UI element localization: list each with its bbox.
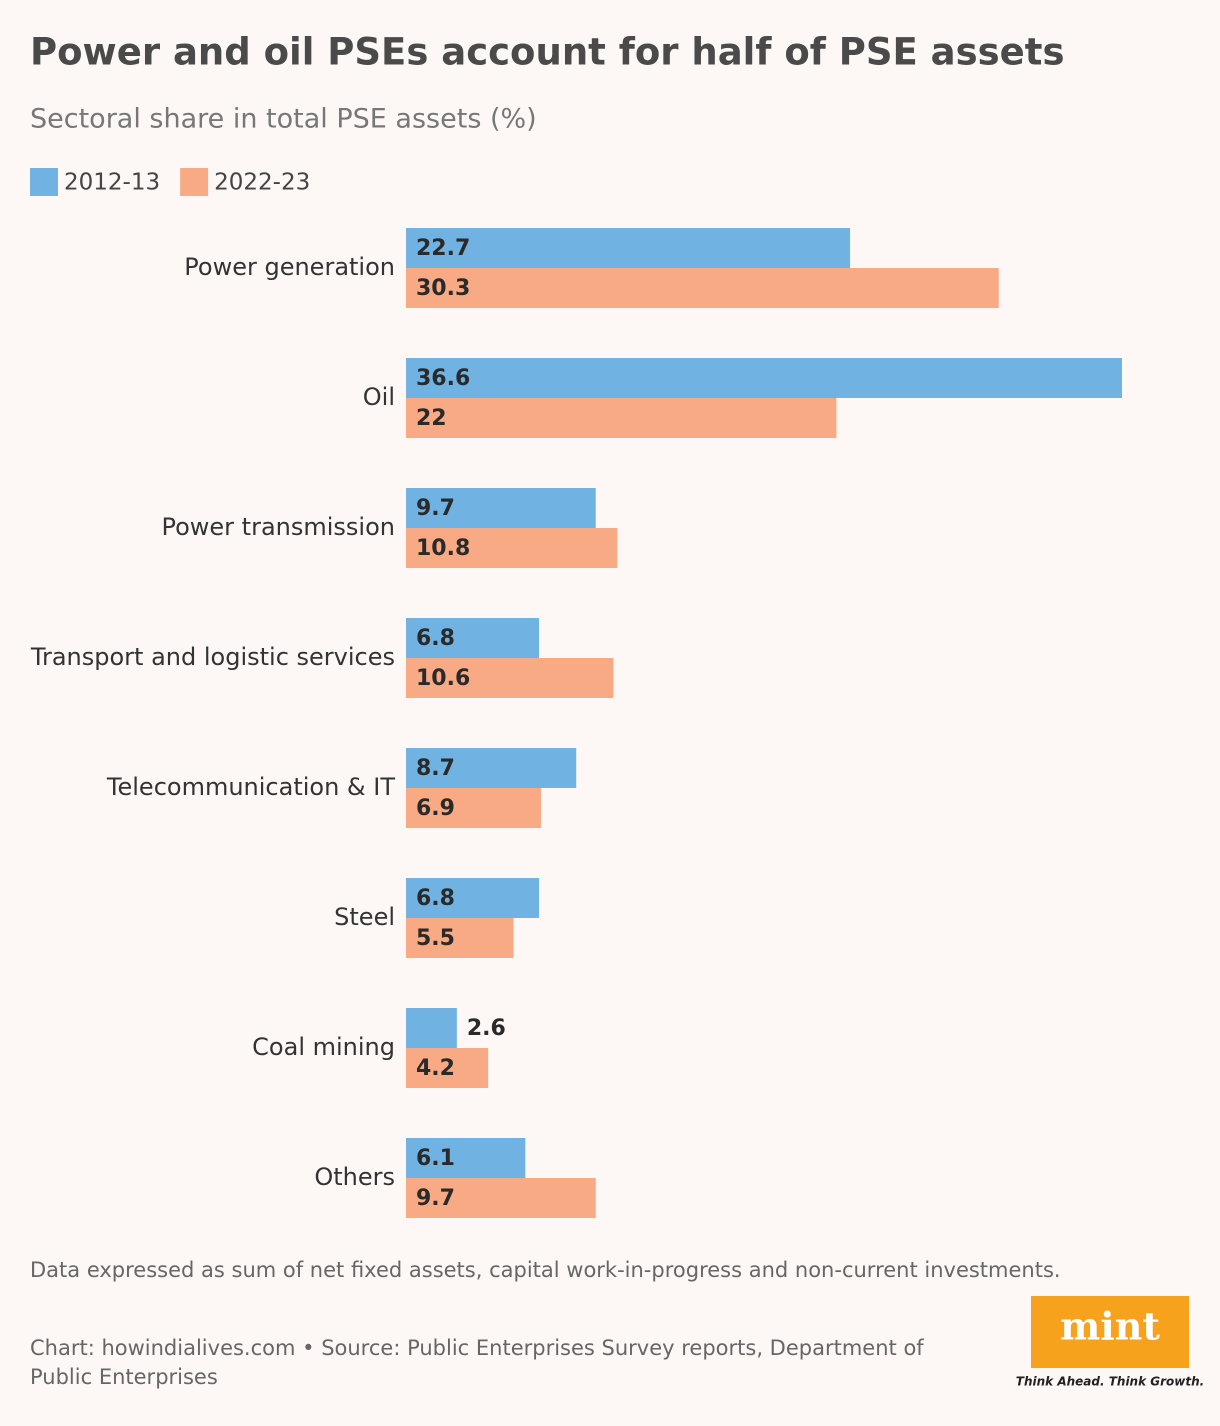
value-label: 6.8 xyxy=(416,886,455,911)
legend-label: 2012-13 xyxy=(64,170,160,196)
bar xyxy=(406,268,999,308)
logo-box xyxy=(1031,1296,1189,1368)
source: Chart: howindialives.com • Source: Publi… xyxy=(30,1336,924,1389)
logo-tagline: Think Ahead. Think Growth. xyxy=(1016,1375,1204,1389)
bar xyxy=(406,918,514,958)
bar xyxy=(406,748,577,788)
value-label: 10.8 xyxy=(416,536,470,561)
category-label: Transport and logistic services xyxy=(30,643,395,671)
note: Data expressed as sum of net fixed asset… xyxy=(30,1258,1061,1282)
chart-title: Power and oil PSEs account for half of P… xyxy=(30,31,1064,74)
bar xyxy=(406,618,540,658)
value-label: 5.5 xyxy=(416,926,455,951)
bar xyxy=(406,1008,457,1048)
legend-swatch xyxy=(30,168,58,196)
bar xyxy=(406,1178,596,1218)
category-label: Telecommunication & IT xyxy=(106,773,395,801)
value-label: 36.6 xyxy=(416,366,470,391)
category-label: Power generation xyxy=(184,253,395,281)
category-label: Power transmission xyxy=(161,513,395,541)
category-label: Steel xyxy=(334,903,395,931)
value-label: 4.2 xyxy=(416,1056,455,1081)
bar xyxy=(406,1138,526,1178)
value-label: 6.9 xyxy=(416,796,455,821)
value-label: 9.7 xyxy=(416,496,455,521)
bar xyxy=(406,788,541,828)
value-label: 22 xyxy=(416,406,447,431)
bar xyxy=(406,1048,489,1088)
value-label: 6.8 xyxy=(416,626,455,651)
value-label: 6.1 xyxy=(416,1146,455,1171)
value-label: 9.7 xyxy=(416,1186,455,1211)
bar xyxy=(406,528,618,568)
bar xyxy=(406,488,596,528)
value-label: 8.7 xyxy=(416,756,455,781)
value-label: 30.3 xyxy=(416,276,470,301)
category-label: Coal mining xyxy=(252,1033,395,1061)
value-label: 2.6 xyxy=(467,1016,506,1041)
bar xyxy=(406,878,540,918)
category-label: Oil xyxy=(363,383,395,411)
chart-subtitle: Sectoral share in total PSE assets (%) xyxy=(30,104,537,135)
category-label: Others xyxy=(314,1163,395,1191)
bar xyxy=(406,398,837,438)
logo: mint xyxy=(1060,1304,1160,1349)
legend-swatch xyxy=(180,168,209,196)
value-label: 10.6 xyxy=(416,666,470,691)
value-label: 22.7 xyxy=(416,236,470,261)
legend-label: 2022-23 xyxy=(214,170,310,196)
bar xyxy=(406,658,614,698)
bar xyxy=(406,228,851,268)
bar xyxy=(406,358,1122,398)
